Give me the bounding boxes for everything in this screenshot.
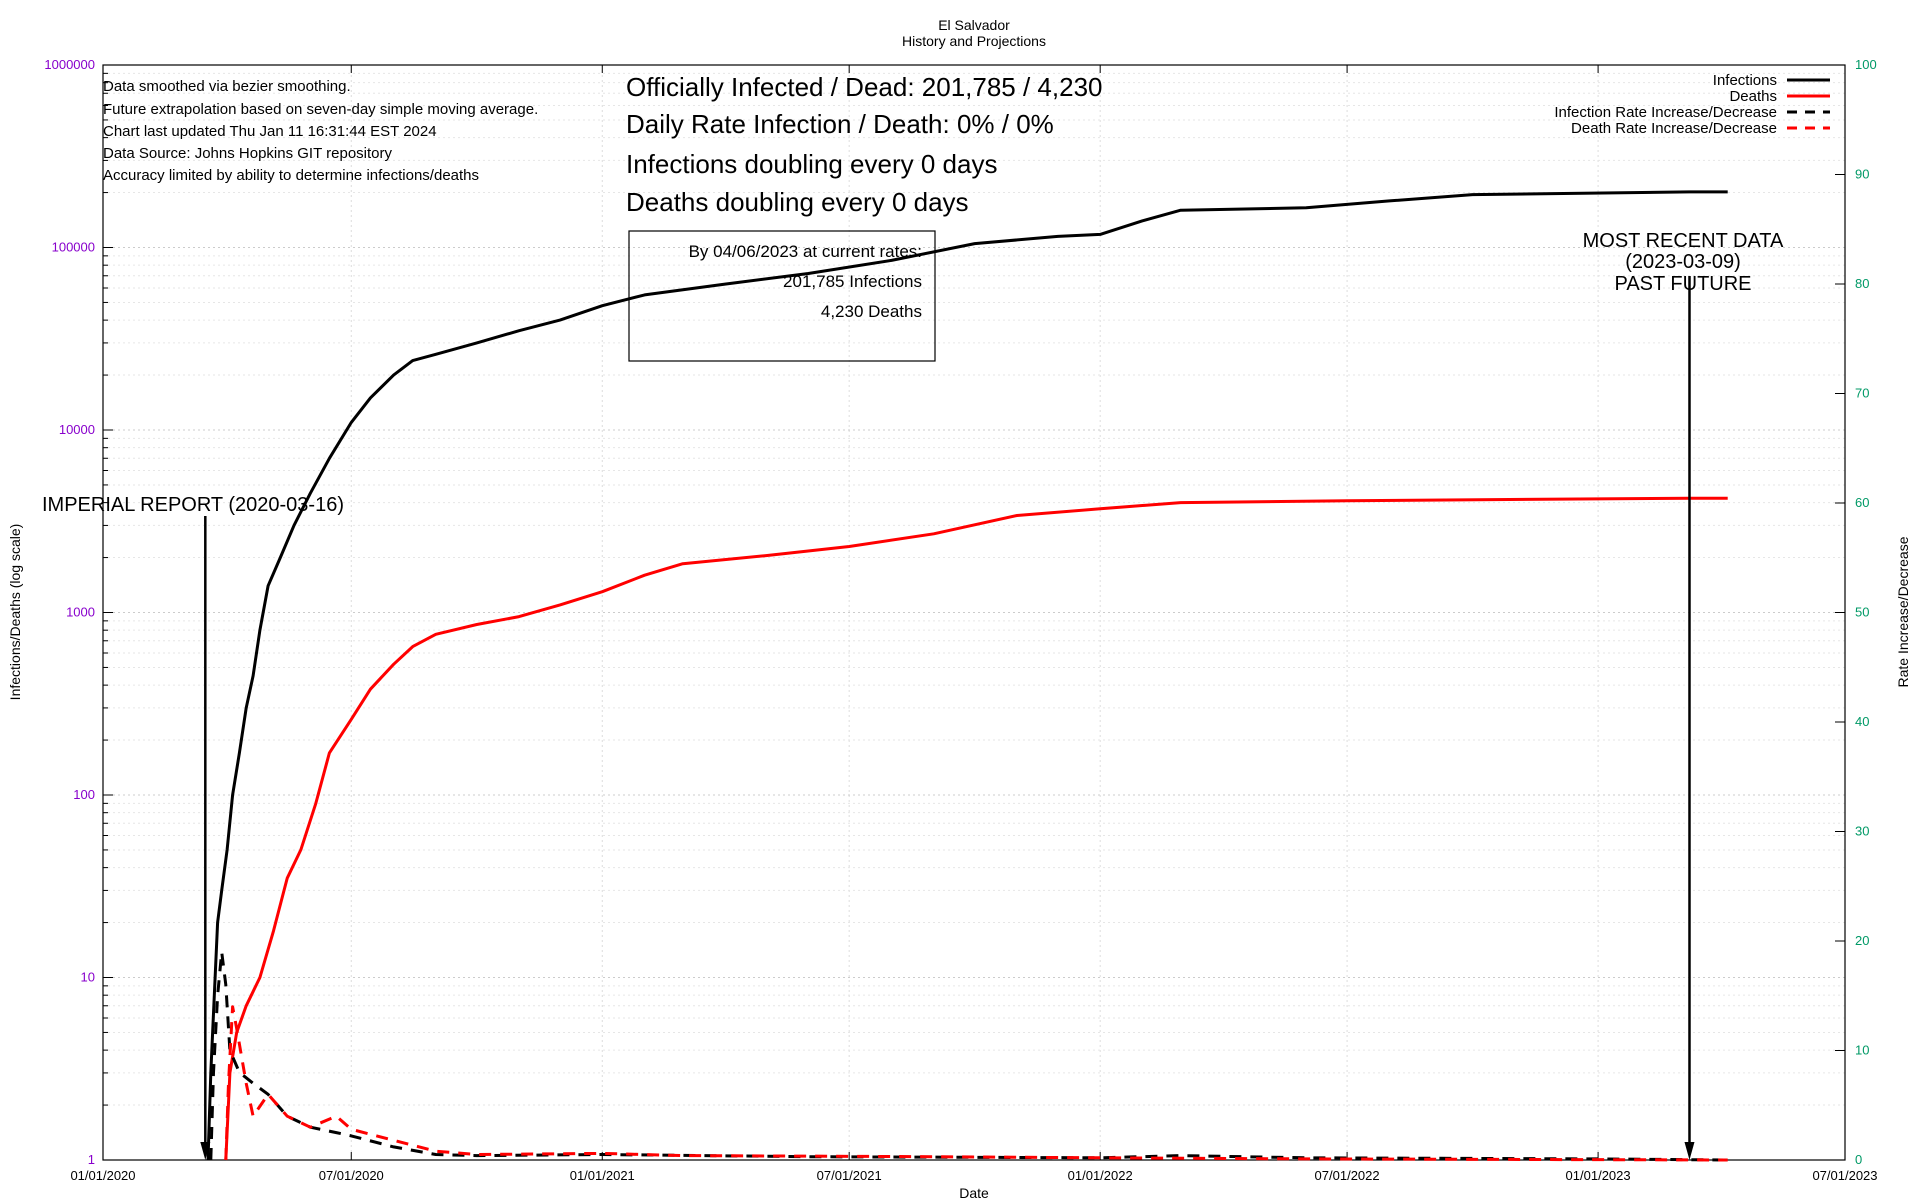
y-left-tick-label: 10 [81, 970, 95, 985]
y-right-tick-label: 80 [1855, 276, 1869, 291]
y-left-tick-label: 10000 [59, 422, 95, 437]
projection-line: 201,785 Infections [783, 272, 922, 291]
y-right-tick-label: 20 [1855, 933, 1869, 948]
x-tick-label: 01/01/2021 [570, 1168, 635, 1183]
note-line: Chart last updated Thu Jan 11 16:31:44 E… [103, 123, 437, 140]
legend-label: Death Rate Increase/Decrease [1571, 120, 1777, 137]
imperial-report-marker: IMPERIAL REPORT (2020-03-16) [42, 494, 344, 1160]
x-tick-label: 01/01/2020 [70, 1168, 135, 1183]
y-right-axis-label: Rate Increase/Decrease [1895, 536, 1911, 687]
x-tick-label: 07/01/2020 [319, 1168, 384, 1183]
y-left-tick-label: 100000 [52, 240, 95, 255]
note-line: Data Source: Johns Hopkins GIT repositor… [103, 145, 393, 162]
y-right-tick-label: 40 [1855, 714, 1869, 729]
note-line: Data smoothed via bezier smoothing. [103, 78, 351, 95]
y-left-tick-label: 1000 [66, 605, 95, 620]
series-line-3 [209, 950, 1728, 1162]
series-line-1 [206, 190, 1728, 1161]
imperial-report-label: IMPERIAL REPORT (2020-03-16) [42, 494, 344, 516]
headline-line: Officially Infected / Dead: 201,785 / 4,… [626, 72, 1103, 102]
headline-line: Daily Rate Infection / Death: 0% / 0% [626, 109, 1054, 139]
y-right-tick-label: 30 [1855, 824, 1869, 839]
legend-label: Deaths [1729, 88, 1777, 105]
recent-data-label: MOST RECENT DATA [1583, 230, 1784, 252]
chart-subtitle: History and Projections [902, 33, 1046, 49]
x-tick-label: 01/01/2022 [1068, 1168, 1133, 1183]
legend-label: Infection Rate Increase/Decrease [1554, 104, 1777, 121]
series-line-2 [224, 496, 1728, 1161]
y-left-tick-label: 1 [88, 1152, 95, 1167]
y-left-tick-label: 100 [73, 787, 95, 802]
recent-data-arrowhead [1684, 1142, 1695, 1160]
legend-label: Infections [1713, 72, 1777, 89]
y-left-axis-label: Infections/Deaths (log scale) [7, 524, 23, 701]
x-tick-label: 01/01/2023 [1566, 1168, 1631, 1183]
y-right-tick-label: 10 [1855, 1043, 1869, 1058]
legend: Infections Deaths Infection Rate Increas… [1554, 72, 1830, 137]
x-tick-label: 07/01/2023 [1812, 1168, 1877, 1183]
recent-data-marker: MOST RECENT DATA (2023-03-09) PAST FUTUR… [1583, 230, 1784, 1160]
y-right-tick-label: 60 [1855, 495, 1869, 510]
x-axis-label: Date [959, 1185, 989, 1200]
headline-block: Officially Infected / Dead: 201,785 / 4,… [626, 72, 1103, 217]
note-line: Future extrapolation based on seven-day … [103, 101, 538, 118]
y-right-tick-label: 70 [1855, 386, 1869, 401]
x-tick-label: 07/01/2021 [817, 1168, 882, 1183]
headline-line: Deaths doubling every 0 days [626, 187, 969, 217]
imperial-report-arrowhead [200, 1142, 211, 1160]
y-left-tick-label: 1000000 [44, 57, 95, 72]
note-line: Accuracy limited by ability to determine… [103, 167, 479, 184]
y-right-tick-label: 90 [1855, 167, 1869, 182]
projection-line: By 04/06/2023 at current rates: [689, 242, 922, 261]
projection-box-frame [628, 230, 936, 362]
y-right-tick-label: 100 [1855, 57, 1877, 72]
y-right-axis-ticks: 0 10 20 30 40 50 60 70 80 90 100 [1835, 57, 1877, 1167]
projection-line: 4,230 Deaths [821, 302, 922, 321]
notes-block: Data smoothed via bezier smoothing. Futu… [103, 78, 538, 184]
recent-data-date: (2023-03-09) [1625, 251, 1741, 273]
series-lines [206, 190, 1728, 1162]
chart-title: El Salvador [938, 17, 1010, 33]
y-right-tick-label: 0 [1855, 1152, 1862, 1167]
past-future-label: PAST FUTURE [1614, 273, 1751, 295]
projection-box: By 04/06/2023 at current rates: 201,785 … [628, 230, 936, 362]
headline-line: Infections doubling every 0 days [626, 149, 997, 179]
y-left-axis-ticks: 1 10 100 1000 10000 100000 1000000 [44, 57, 113, 1167]
x-axis-ticks: 01/01/2020 07/01/2020 01/01/2021 07/01/2021… [70, 65, 1878, 1183]
y-right-tick-label: 50 [1855, 605, 1869, 620]
series-line-4 [224, 1005, 1728, 1162]
x-tick-label: 07/01/2022 [1315, 1168, 1380, 1183]
